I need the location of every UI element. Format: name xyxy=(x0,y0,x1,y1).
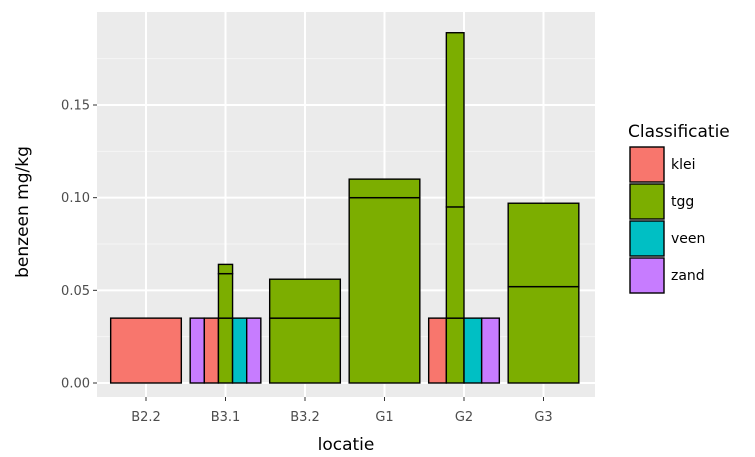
legend-key-veen xyxy=(629,220,665,257)
bars-layer xyxy=(109,32,580,384)
bar-b2-2-klei xyxy=(109,317,183,384)
y-tick-label: 0.05 xyxy=(61,284,90,299)
legend-key-klei xyxy=(629,146,665,183)
legend-label-veen: veen xyxy=(671,231,705,247)
bar-b3-1-veen xyxy=(231,317,248,384)
bar-b3-1-zand xyxy=(245,317,262,384)
legend-label-klei: klei xyxy=(671,157,696,173)
legend: Classificatie klei tgg veen zand xyxy=(628,122,730,294)
y-axis-title: benzeen mg/kg xyxy=(13,146,33,278)
legend-key-zand xyxy=(629,257,665,294)
x-axis-title: locatie xyxy=(318,435,375,455)
x-tick-label: G3 xyxy=(534,410,552,425)
bar-g3-tgg xyxy=(507,285,580,384)
bar-b3-2-tgg xyxy=(268,278,342,319)
x-axis: B2.2 B3.1 B3.2 G1 G2 G3 xyxy=(131,397,553,425)
bar-g1-tgg xyxy=(348,196,421,384)
bar-g3-tgg xyxy=(507,202,580,288)
bar-b3-2-tgg xyxy=(268,317,342,384)
x-tick-label: G1 xyxy=(375,410,393,425)
legend-items: klei tgg veen zand xyxy=(629,146,705,294)
x-tick-label: G2 xyxy=(455,410,473,425)
y-axis: 0.00 0.05 0.10 0.15 xyxy=(61,99,97,392)
bar-g1-tgg xyxy=(348,178,421,199)
x-tick-label: B3.2 xyxy=(290,410,320,425)
legend-label-tgg: tgg xyxy=(671,194,694,210)
bar-g2-tgg xyxy=(445,32,465,208)
legend-title: Classificatie xyxy=(628,122,730,142)
bar-b3-1-tgg xyxy=(217,263,234,275)
bar-g2-tgg xyxy=(445,206,465,319)
legend-key-tgg xyxy=(629,183,665,220)
legend-label-zand: zand xyxy=(671,268,705,284)
bar-b3-1-tgg xyxy=(217,317,234,384)
bar-b3-1-tgg xyxy=(217,272,234,319)
bar-b3-1-klei xyxy=(203,317,220,384)
x-tick-label: B2.2 xyxy=(131,410,161,425)
bar-g2-tgg xyxy=(445,317,465,384)
y-tick-label: 0.10 xyxy=(61,191,90,206)
bar-b3-1-zand xyxy=(189,317,206,384)
bar-g2-veen xyxy=(463,317,483,384)
x-tick-label: B3.1 xyxy=(211,410,241,425)
bar-g2-zand xyxy=(480,317,501,384)
bar-g2-klei xyxy=(427,317,448,384)
y-tick-label: 0.15 xyxy=(61,99,90,114)
y-tick-label: 0.00 xyxy=(61,377,90,392)
